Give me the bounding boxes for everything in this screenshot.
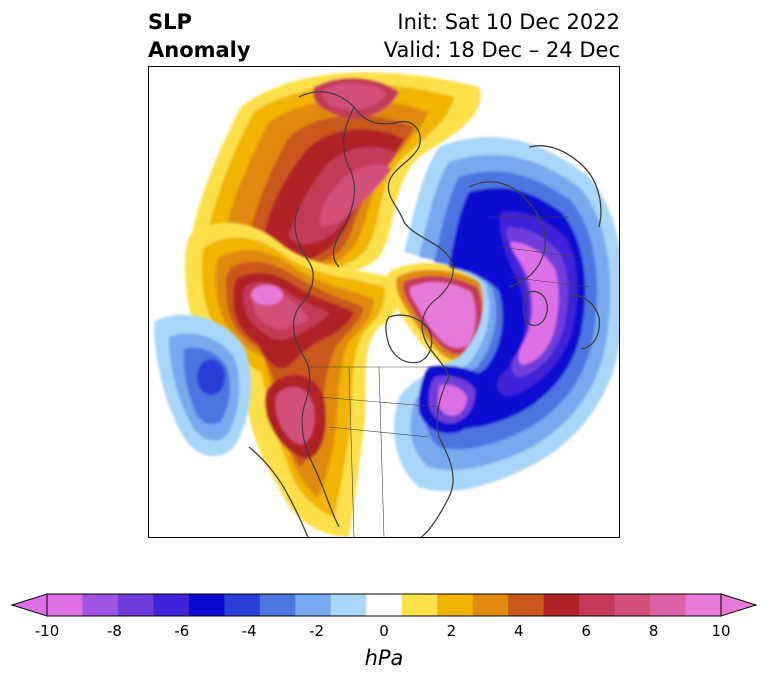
colorbar-tick-label: 8 [648,622,659,640]
colorbar-segment [330,594,367,616]
colorbar-tick-label: 0 [379,622,389,640]
colorbar-tick-label: 6 [581,622,591,640]
map-canvas [154,72,619,537]
colorbar-tick-label: 4 [514,622,524,640]
colorbar-segment [614,594,651,616]
colorbar-units: hPa [364,646,404,670]
colorbar-segment [82,594,119,616]
colorbar-segment [224,594,261,616]
colorbar-segment [47,594,83,616]
colorbar-frame [46,593,722,617]
map-title: SLP Anomaly [148,8,251,64]
colorbar-segment [259,594,296,616]
coastlines [248,91,602,537]
colorbar-segment [685,594,722,616]
colorbar-segment [650,594,687,616]
colorbar-tick-label: -10 [34,622,60,640]
title-variable: SLP [148,10,192,34]
colorbar-extend-under [10,593,48,617]
colorbar-segment [188,594,225,616]
colorbar-tick-label: -6 [174,622,190,640]
colorbar-segment [472,594,509,616]
negative-anomaly-pacific [154,314,252,457]
colorbar-tick-label: -4 [241,622,257,640]
valid-range: Valid: 18 Dec – 24 Dec [383,38,620,62]
colorbar [10,590,758,620]
colorbar-segment [437,594,474,616]
map-dates: Init: Sat 10 Dec 2022 Valid: 18 Dec – 24… [384,8,620,64]
colorbar-tick-label: 2 [446,622,457,640]
colorbar-segment [366,594,403,616]
positive-anomaly-west [184,222,400,537]
colorbar-segment [153,594,190,616]
anomaly-map [148,66,620,538]
colorbar-extend-over [720,593,758,617]
colorbar-tick-label: -2 [309,622,325,640]
colorbar-segment [543,594,580,616]
negative-anomaly-region [394,137,619,491]
colorbar-segment [295,594,332,616]
colorbar-segment [508,594,545,616]
colorbar-ticks: -10 -8 -6 -4 -2 0 2 4 6 8 10 [0,622,768,646]
colorbar-svg [10,593,758,617]
borders [309,216,590,537]
colorbar-tick-label: -8 [106,622,122,640]
init-date: Init: Sat 10 Dec 2022 [397,10,620,34]
colorbar-tick-label: 10 [711,622,731,640]
colorbar-segment [579,594,616,616]
title-subtitle: Anomaly [148,38,251,62]
colorbar-segment [117,594,154,616]
colorbar-segment [401,594,438,616]
